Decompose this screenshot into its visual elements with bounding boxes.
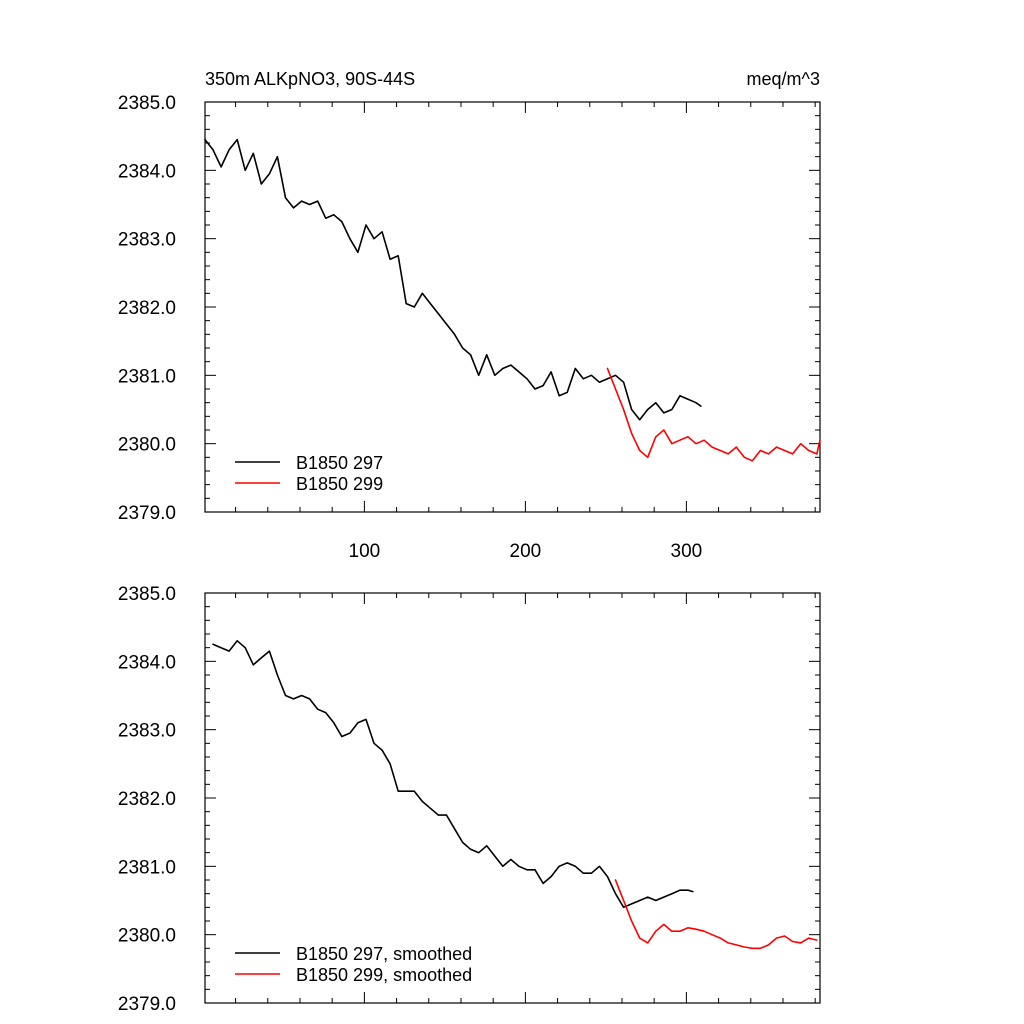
- units-label: meq/m^3: [747, 69, 820, 89]
- y-tick-label: 2382.0: [118, 298, 176, 319]
- x-tick-label: 100: [349, 541, 381, 562]
- series-line-b1850-297-smoothed: [212, 639, 694, 909]
- y-tick-label: 2379.0: [118, 994, 176, 1015]
- series-line-b1850-299: [606, 367, 821, 462]
- y-tick-label: 2383.0: [118, 230, 176, 251]
- x-tick-label: 300: [671, 541, 703, 562]
- bottom-panel: 2379.0 2380.0 2381.0 2382.0 2383.0 2384.0 2385…: [118, 584, 821, 1015]
- plot-frame: [204, 592, 821, 1004]
- y-tick-label: 2385.0: [118, 93, 176, 114]
- y-tick-label: 2380.0: [118, 926, 176, 947]
- series-line-b1850-299-smoothed: [614, 879, 818, 950]
- legend-label: B1850 297, smoothed: [296, 944, 472, 964]
- y-tick-label: 2384.0: [118, 161, 176, 182]
- y-tick-label: 2385.0: [118, 584, 176, 605]
- x-tick-label: 200: [510, 541, 542, 562]
- legend-label: B1850 297: [296, 453, 383, 473]
- y-tick-label: 2381.0: [118, 366, 176, 387]
- chart-title: 350m ALKpNO3, 90S-44S: [205, 69, 415, 89]
- top-panel: 2379.0 2380.0 2381.0 2382.0 2383.0 2384.0 2385…: [118, 69, 821, 562]
- plot-frame: [204, 101, 821, 513]
- legend-label: B1850 299: [296, 474, 383, 494]
- y-tick-label: 2384.0: [118, 652, 176, 673]
- y-tick-label: 2382.0: [118, 789, 176, 810]
- y-tick-label: 2380.0: [118, 435, 176, 456]
- y-tick-label: 2381.0: [118, 857, 176, 878]
- y-tick-label: 2383.0: [118, 721, 176, 742]
- y-tick-label: 2379.0: [118, 503, 176, 524]
- legend-label: B1850 299, smoothed: [296, 965, 472, 985]
- series-line-b1850-297: [204, 138, 702, 421]
